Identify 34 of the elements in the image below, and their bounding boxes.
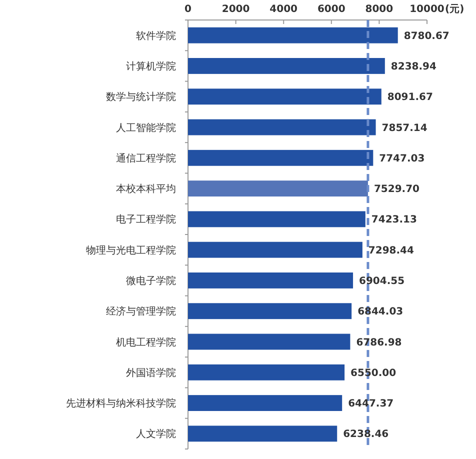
data-label: 6447.37 — [348, 398, 394, 410]
data-label: 6238.46 — [343, 429, 389, 440]
x-tick-label: 0 — [184, 4, 192, 15]
data-label: 7423.13 — [371, 214, 417, 226]
y-tick-label: 物理与光电工程学院 — [86, 244, 176, 256]
data-label: 8091.67 — [387, 92, 433, 104]
y-tick-label: 微电子学院 — [126, 274, 176, 287]
y-tick-label: 本校本科平均 — [116, 183, 176, 196]
x-tick-label: 4000 — [270, 4, 298, 15]
data-label: 8238.94 — [390, 61, 436, 72]
y-tick-label: 机电工程学院 — [116, 336, 176, 348]
y-tick-label: 软件学院 — [136, 30, 176, 42]
data-label: 6904.55 — [359, 276, 405, 287]
data-label: 6844.03 — [358, 306, 404, 318]
data-label: 8780.67 — [404, 30, 450, 42]
data-label: 7529.70 — [374, 184, 420, 196]
x-axis-title: (元) — [445, 3, 464, 15]
x-tick-label: 2000 — [222, 4, 250, 15]
data-label: 7298.44 — [368, 245, 414, 256]
x-tick-label: 8000 — [365, 4, 394, 15]
y-tick-label: 人文学院 — [136, 428, 176, 440]
y-tick-label: 经济与管理学院 — [106, 306, 176, 318]
data-label: 7857.14 — [382, 122, 428, 134]
y-tick-label: 外国语学院 — [126, 366, 176, 379]
y-tick-label: 先进材料与纳米科技学院 — [66, 398, 176, 410]
data-label: 6550.00 — [350, 368, 396, 379]
data-label: 7747.03 — [379, 153, 425, 164]
y-tick-label: 电子工程学院 — [116, 214, 176, 226]
x-tick-label: 10000 — [410, 4, 444, 15]
y-tick-label: 人工智能学院 — [116, 122, 176, 134]
y-tick-label: 计算机学院 — [126, 60, 176, 72]
y-tick-label: 数学与统计学院 — [106, 91, 176, 104]
x-tick-label: 6000 — [317, 4, 346, 15]
y-tick-label: 通信工程学院 — [116, 152, 176, 164]
